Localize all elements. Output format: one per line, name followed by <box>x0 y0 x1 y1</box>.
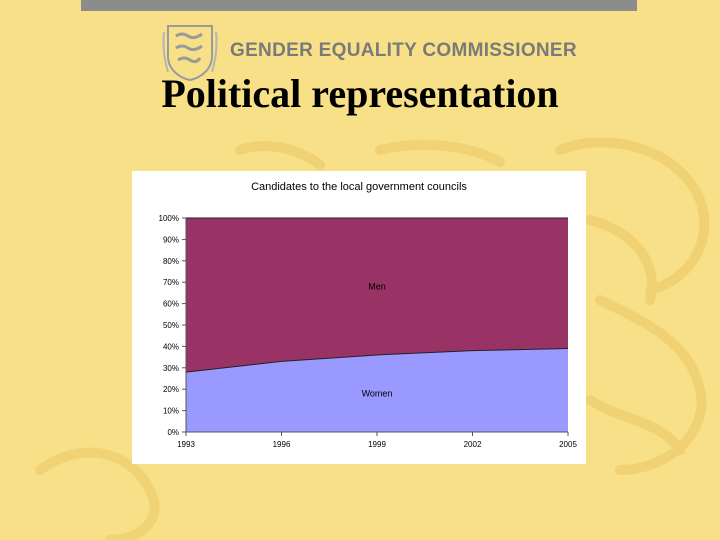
series-area-women <box>186 348 568 432</box>
x-tick-label: 1993 <box>177 440 195 449</box>
y-tick-label: 20% <box>163 385 179 394</box>
slide-title: Political representation <box>161 71 559 116</box>
y-tick-label: 30% <box>163 364 179 373</box>
y-tick-label: 80% <box>163 257 179 266</box>
x-tick-label: 1999 <box>368 440 386 449</box>
x-tick-label: 2005 <box>559 440 577 449</box>
chart-title: Candidates to the local government counc… <box>251 181 467 193</box>
y-tick-label: 90% <box>163 235 179 244</box>
y-tick-label: 100% <box>159 214 179 223</box>
y-tick-label: 70% <box>163 278 179 287</box>
y-tick-label: 10% <box>163 407 179 416</box>
y-tick-label: 50% <box>163 321 179 330</box>
top-bar <box>81 0 637 11</box>
x-tick-label: 1996 <box>273 440 291 449</box>
series-label-men: Men <box>368 281 386 291</box>
x-tick-label: 2002 <box>464 440 482 449</box>
series-label-women: Women <box>362 388 393 398</box>
y-tick-label: 0% <box>167 428 179 437</box>
y-tick-label: 40% <box>163 342 179 351</box>
three-lions-crest-icon <box>162 25 218 82</box>
series-area-men <box>186 218 568 373</box>
chart-panel: Candidates to the local government counc… <box>132 171 586 464</box>
org-name: GENDER EQUALITY COMMISSIONER <box>230 40 577 61</box>
y-tick-label: 60% <box>163 300 179 309</box>
series-boundary-line <box>185 348 569 373</box>
area-chart: 0% 10% 20% 30% 40% 50% 60% 70% 80% 90% 100% 1993 199… <box>159 214 578 449</box>
